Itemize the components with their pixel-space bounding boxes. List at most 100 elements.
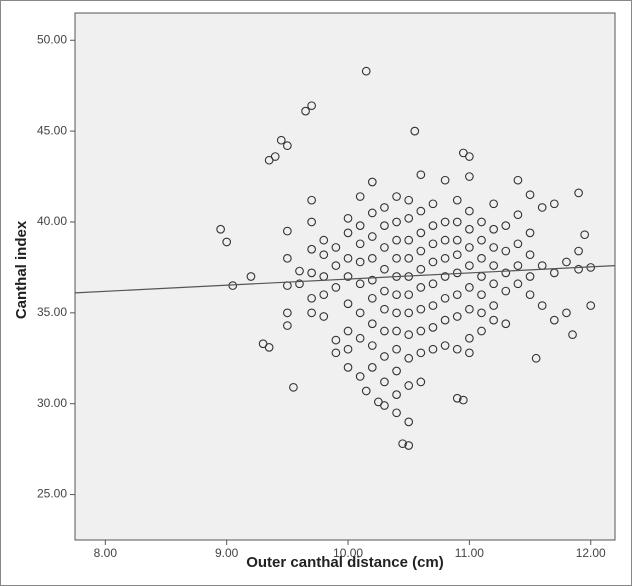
y-tick-label: 35.00 [37,305,67,319]
point [428,221,438,230]
point [416,283,426,292]
point [465,348,474,358]
point [343,253,353,263]
y-axis-title: Canthal index [13,220,30,319]
point [343,344,353,354]
point [452,393,462,403]
point [489,301,499,310]
point [428,344,438,354]
point [416,228,426,238]
x-axis-title: Outer canthal distance (cm) [246,554,444,571]
point [410,126,420,136]
point [416,206,426,216]
point [331,335,341,345]
point [537,203,547,212]
point [289,383,298,392]
point [283,253,292,263]
point [574,188,583,198]
point [525,228,535,238]
point [404,308,414,318]
point [525,190,535,200]
y-tick-label: 40.00 [37,214,67,228]
point [452,195,462,205]
point [295,279,304,289]
point [465,261,474,270]
point [355,279,365,289]
point [404,330,414,340]
point [283,141,292,151]
point [501,246,511,256]
point [440,175,450,185]
point [392,408,401,418]
point [489,199,499,209]
point [428,279,438,289]
point [531,353,541,363]
point [549,199,559,209]
point [301,106,310,116]
point [355,257,365,267]
point [319,235,329,245]
point [331,261,341,270]
point [404,195,414,205]
point [525,250,535,260]
point [331,348,341,358]
point [392,253,401,263]
x-tick-label: 9.00 [215,546,239,560]
point [392,235,401,245]
point [501,268,511,278]
point [307,244,316,254]
point [416,326,426,336]
point [513,261,523,270]
point [428,257,438,267]
point [452,344,462,354]
point [355,372,365,381]
point [404,441,414,450]
point [380,286,389,296]
point [465,304,474,314]
point [380,377,389,387]
point [458,395,468,405]
point [568,330,577,340]
point [452,250,462,260]
point [343,299,353,309]
point [416,170,426,180]
point [392,290,401,300]
point [465,243,474,252]
point [416,304,426,314]
point [367,341,377,350]
x-tick-label: 8.00 [94,546,118,560]
y-tick-label: 25.00 [37,487,67,501]
y-tick-label: 30.00 [37,396,67,410]
point [452,235,462,245]
point [440,253,450,263]
point [416,377,426,387]
point [562,308,571,318]
point [477,308,486,318]
point [367,253,377,263]
y-tick-label: 45.00 [37,123,67,137]
point [392,217,401,227]
point [501,319,511,329]
point [465,333,474,343]
point [440,217,450,227]
point [489,279,499,289]
point [380,203,389,212]
point [307,101,316,111]
point [465,172,474,181]
point [428,239,438,249]
point [343,213,353,223]
point [404,213,414,223]
point [319,250,329,260]
point [465,152,474,161]
point [355,192,365,201]
point [283,308,292,318]
point [355,239,365,249]
point [367,208,377,218]
point [440,272,450,281]
point [404,417,414,427]
point [574,264,583,274]
trend-line [74,264,616,294]
point [452,290,462,300]
point [367,319,377,329]
